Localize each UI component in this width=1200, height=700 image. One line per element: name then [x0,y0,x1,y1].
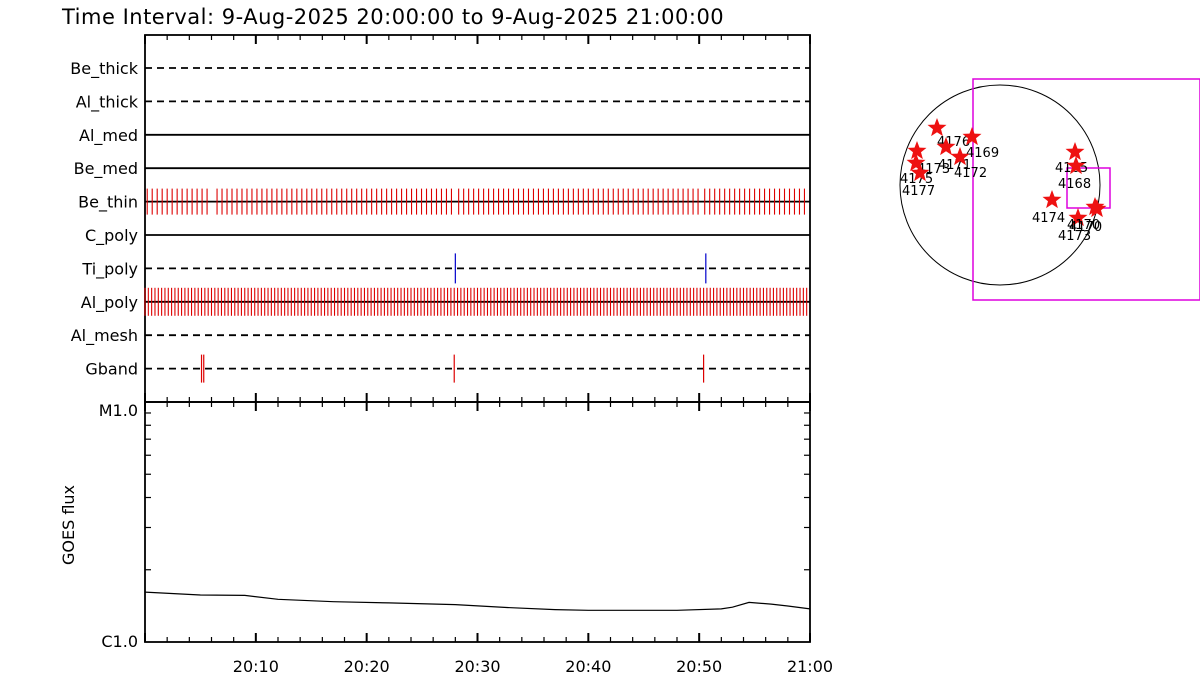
timeline-panel-frame [144,34,811,403]
active-region-star [950,147,970,166]
x-tick-label: 20:40 [565,657,611,676]
timeline-row-al-med: Al_med [79,126,810,146]
y-tick-label-top: M1.0 [99,401,138,420]
active-region-star [910,163,930,182]
active-region-markers: 4176417141694172417341754177416541684174… [900,118,1107,244]
goes-y-axis-label: GOES flux [59,485,78,565]
x-tick-label: 20:10 [233,657,279,676]
row-label: Be_thick [70,59,138,79]
active-region-label: 4170 [1069,220,1102,235]
goes-axis-ticks [144,402,811,642]
active-region-label: 4173 [1058,229,1091,244]
active-region-star [936,137,956,156]
active-region-star [1065,142,1085,161]
row-label: Ti_poly [81,259,138,279]
x-tick-label: 20:50 [676,657,722,676]
solar-disk [899,84,1101,286]
field-of-view-box [972,78,1200,301]
row-label: Gband [85,360,138,379]
row-label: Al_mesh [71,326,138,346]
x-tick-label: 21:00 [787,657,833,676]
x-tick-label: 20:20 [344,657,390,676]
y-tick-label-bottom: C1.0 [101,632,138,651]
timeline-row-gband: Gband [85,354,810,383]
active-region-star [927,118,947,137]
timeline-rows: Be_thick Al_thick Al_med Be_med Be_thin C_pol… [70,59,810,383]
timeline-row-be-thick: Be_thick [70,59,810,79]
active-region-label: 4168 [1058,177,1091,192]
active-region-star [1066,156,1086,175]
solar-disk-panel: 4176417141694172417341754177416541684174… [899,78,1200,301]
active-region-star [907,141,927,160]
timeline-tick-marks [144,35,811,402]
timeline-row-al-poly: Al_poly [81,287,810,316]
goes-flux-line [144,591,811,611]
row-label: Be_thin [78,193,138,213]
row-label: Be_med [74,159,138,179]
row-label: Al_poly [81,293,138,313]
row-label: Al_thick [76,92,139,112]
active-region-star [1042,190,1062,209]
timeline-row-c-poly: C_poly [85,226,810,246]
active-region-label: 4177 [902,184,935,199]
row-label: C_poly [85,226,138,246]
active-region-star [1068,208,1088,227]
chart-title: Time Interval: 9-Aug-2025 20:00:00 to 9-… [61,5,724,29]
timeline-row-be-med: Be_med [74,159,810,179]
timeline-row-al-mesh: Al_mesh [71,326,810,346]
x-tick-labels: 20:10 20:20 20:30 20:40 20:50 21:00 [233,657,833,676]
active-region-star [962,127,982,146]
active-region-label: 4169 [966,146,999,161]
active-region-label: 4175 [900,172,933,187]
timeline-row-al-thick: Al_thick [76,92,810,112]
timeline-row-be-thin: Be_thin [78,188,810,215]
active-region-star [1085,197,1105,216]
active-region-label: 4172 [954,166,987,181]
active-region-label: 4174 [1032,211,1065,226]
active-region-star [906,153,926,172]
flare-location-box [1066,167,1111,209]
row-label: Al_med [79,126,138,146]
x-tick-label: 20:30 [454,657,500,676]
timeline-row-ti-poly: Ti_poly [81,253,810,284]
active-region-label: 4170 [1067,218,1100,233]
